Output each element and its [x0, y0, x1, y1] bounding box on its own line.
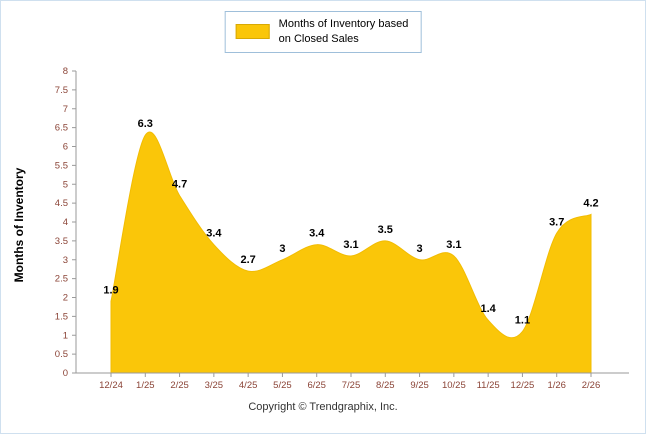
svg-text:3.1: 3.1 — [446, 239, 461, 251]
svg-text:6: 6 — [63, 142, 68, 153]
svg-text:5.5: 5.5 — [55, 160, 68, 171]
svg-text:2.5: 2.5 — [55, 274, 68, 285]
svg-text:8/25: 8/25 — [376, 380, 395, 391]
y-axis-ticks: 0 0.5 1 1.5 2 2.5 3 3.5 4 4.5 5 5.5 6 6.5 7 7.5 8 — [55, 66, 76, 379]
svg-text:7: 7 — [63, 104, 68, 115]
svg-text:4.7: 4.7 — [172, 179, 187, 191]
legend-swatch-icon — [235, 24, 270, 40]
svg-text:4.2: 4.2 — [583, 197, 598, 209]
svg-text:11/25: 11/25 — [477, 380, 500, 391]
data-labels: 1.9 6.3 4.7 3.4 2.7 3 3.4 3.1 3.5 3 3.1 1.4 1.1 3.7 4.… — [103, 118, 598, 326]
svg-text:4/25: 4/25 — [239, 380, 258, 391]
svg-text:2: 2 — [63, 293, 68, 304]
y-axis-title: Months of Inventory — [12, 167, 26, 283]
svg-text:3/25: 3/25 — [205, 380, 224, 391]
svg-text:12/24: 12/24 — [99, 380, 123, 391]
legend-label: Months of Inventory based on Closed Sale… — [279, 17, 409, 47]
svg-text:3: 3 — [63, 255, 68, 266]
legend-label-line2: on Closed Sales — [278, 32, 359, 45]
chart-legend: Months of Inventory based on Closed Sale… — [224, 11, 422, 53]
legend-label-line1: Months of Inventory based — [278, 18, 409, 30]
svg-text:6/25: 6/25 — [307, 380, 326, 391]
svg-text:6.5: 6.5 — [55, 123, 68, 134]
svg-text:4: 4 — [63, 217, 68, 228]
svg-text:4.5: 4.5 — [55, 198, 68, 209]
svg-text:5/25: 5/25 — [273, 380, 292, 391]
svg-text:9/25: 9/25 — [410, 380, 429, 391]
svg-text:3.1: 3.1 — [343, 239, 358, 251]
svg-text:5: 5 — [63, 179, 68, 190]
svg-text:1.9: 1.9 — [103, 284, 118, 296]
svg-text:12/25: 12/25 — [511, 380, 535, 391]
copyright-text: Copyright © Trendgraphix, Inc. — [248, 401, 398, 413]
svg-text:3: 3 — [417, 243, 423, 255]
svg-text:2/25: 2/25 — [170, 380, 189, 391]
svg-text:8: 8 — [63, 66, 68, 77]
svg-text:1.1: 1.1 — [515, 314, 530, 326]
svg-text:3.4: 3.4 — [309, 228, 325, 240]
svg-text:7.5: 7.5 — [55, 85, 68, 96]
svg-text:1/25: 1/25 — [136, 380, 155, 391]
svg-text:2.7: 2.7 — [240, 254, 255, 266]
svg-text:3.7: 3.7 — [549, 216, 564, 228]
svg-text:1.4: 1.4 — [480, 303, 496, 315]
svg-text:2/26: 2/26 — [582, 380, 601, 391]
area-series — [110, 131, 592, 374]
svg-text:3.5: 3.5 — [55, 236, 68, 247]
x-axis-ticks: 12/24 1/25 2/25 3/25 4/25 5/25 6/25 7/25 8/25 9/2… — [99, 373, 600, 391]
svg-text:1.5: 1.5 — [55, 311, 68, 322]
svg-text:7/25: 7/25 — [342, 380, 361, 391]
svg-text:3.5: 3.5 — [378, 224, 393, 236]
svg-text:1: 1 — [63, 330, 68, 341]
svg-text:3: 3 — [279, 243, 285, 255]
svg-text:6.3: 6.3 — [138, 118, 153, 130]
svg-text:0: 0 — [63, 368, 68, 379]
svg-text:0.5: 0.5 — [55, 349, 68, 360]
svg-text:1/26: 1/26 — [547, 380, 566, 391]
svg-text:3.4: 3.4 — [206, 228, 222, 240]
svg-text:10/25: 10/25 — [442, 380, 466, 391]
